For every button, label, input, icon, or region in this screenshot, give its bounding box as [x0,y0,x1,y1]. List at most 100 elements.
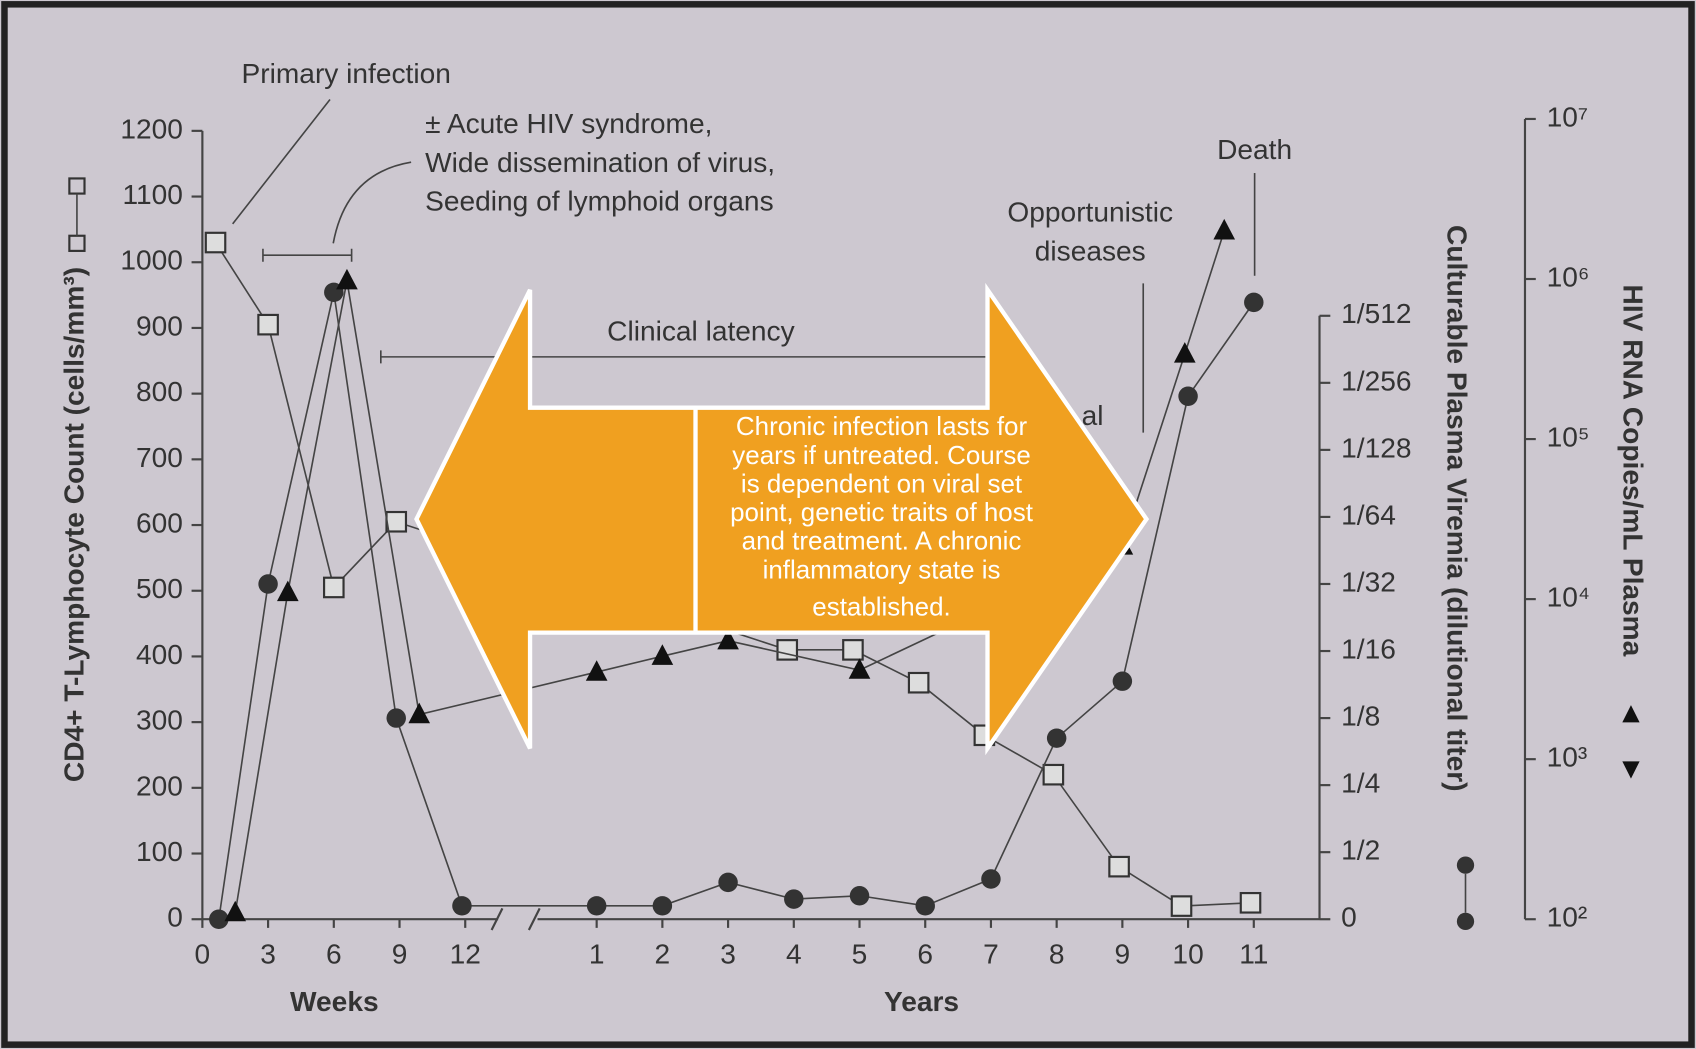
x-tick-label: 1 [589,938,605,969]
square-marker [842,639,864,661]
y-tick-label: 200 [136,770,183,801]
circle-marker [981,869,1001,889]
triangle-marker [651,644,674,665]
callout-text: is dependent on viral set [741,470,1023,498]
callout-text: point, genetic traits of host [730,499,1034,527]
annotation: Seeding of lymphoid organs [425,186,773,217]
annotation: al [1082,400,1104,431]
circle-marker [915,896,935,916]
circle-marker [1244,292,1264,313]
x-tick-label: 0 [195,938,211,969]
x-tick-label: 11 [1239,938,1268,969]
y-tick-label: 800 [136,376,183,407]
x-axis-label: Weeks [290,986,379,1017]
triangle-marker [276,580,299,602]
square-marker [1042,763,1065,786]
y-tick-label: 500 [136,573,183,604]
annotation: Clinical latency [607,316,794,347]
y3-tick-label: 10⁷ [1547,101,1588,132]
triangle-marker [848,658,871,679]
y2-tick-label: 1/8 [1341,701,1380,732]
callout-text: and treatment. A chronic [742,528,1022,556]
bracket [380,350,988,364]
callout-text: established. [812,594,950,622]
circle-marker [652,896,673,916]
y2-tick-label: 0 [1341,902,1357,933]
circle-marker [784,889,804,909]
y2-tick-label: 1/32 [1341,566,1396,597]
square-marker [1239,891,1262,914]
series-line [218,292,1255,920]
x-tick-label: 6 [326,938,342,969]
pointer [232,98,331,225]
circle-marker [586,896,607,916]
legend-symbol [1456,912,1475,931]
marks: 0100200300400500600700800900100011001200… [120,101,1590,969]
y3-axis-label: HIV RNA Copies/mL Plasma [1618,285,1649,657]
y2-tick-label: 1/128 [1341,432,1411,463]
pointer [332,161,412,244]
axis-break [490,907,541,931]
y-axis-label: CD4+ T-Lymphocyte Count (cells/mm³) [58,267,89,782]
y2-tick-label: 1/256 [1341,365,1411,396]
square-marker [1108,855,1130,878]
y2-tick-label: 1/512 [1341,298,1411,329]
circle-marker [452,896,472,916]
y2-tick-label: 1/2 [1341,835,1380,866]
triangle-marker [585,660,608,681]
square-marker [1170,895,1193,917]
circle-marker [1046,728,1067,748]
x-tick-label: 3 [720,938,736,969]
y-tick-label: 1200 [120,113,183,144]
legend-symbol [1456,856,1475,874]
x-tick-label: 4 [786,938,802,969]
circle-marker [849,886,870,906]
square-marker [257,313,279,336]
callout-text: years if untreated. Course [732,442,1030,470]
y-tick-label: 300 [136,705,183,736]
x-tick-label: 3 [260,938,276,969]
circle-marker [718,872,738,893]
y2-tick-label: 1/64 [1341,499,1396,530]
x-tick-label: 7 [983,938,999,969]
triangle-marker [224,900,247,922]
square-marker [385,510,408,533]
annotation: Opportunistic [1007,197,1173,228]
annotation: Wide dissemination of virus, [425,147,775,178]
annotation: Primary infection [242,58,451,89]
circle-marker [209,909,229,929]
x-tick-label: 6 [917,938,933,969]
x-tick-label: 10 [1172,938,1203,969]
callout-text: Chronic infection lasts for [736,413,1028,441]
callout-text: inflammatory state is [763,556,1001,584]
y3-tick-label: 10² [1547,902,1588,933]
x-tick-label: 8 [1049,938,1065,969]
y2-tick-label: 1/4 [1341,768,1380,799]
square-marker [204,231,227,254]
circle-marker [386,708,406,728]
y3-tick-label: 10⁶ [1547,261,1590,292]
circle-marker [1178,386,1198,406]
triangle-marker [1173,342,1196,363]
annotation: Death [1217,134,1292,165]
y-tick-label: 0 [167,902,183,933]
x-tick-label: 9 [392,938,408,969]
circle-marker [1112,671,1133,691]
square-marker [322,576,345,599]
y2-axis-label: Culturable Plasma Viremia (dilutional ti… [1441,225,1472,791]
y-tick-label: 1100 [122,179,182,210]
legend-symbol [1622,705,1640,779]
callout-arrow [414,282,1150,756]
y-tick-label: 400 [136,639,183,670]
x-tick-label: 9 [1115,938,1131,969]
y-tick-label: 900 [136,310,183,341]
square-marker [776,639,799,661]
x-tick-label: 5 [852,938,868,969]
x-tick-label: 12 [450,938,481,969]
y-tick-label: 100 [136,836,183,867]
y-tick-label: 600 [136,507,183,538]
x-axis-label: Years [884,986,959,1017]
y-tick-label: 1000 [120,245,183,276]
